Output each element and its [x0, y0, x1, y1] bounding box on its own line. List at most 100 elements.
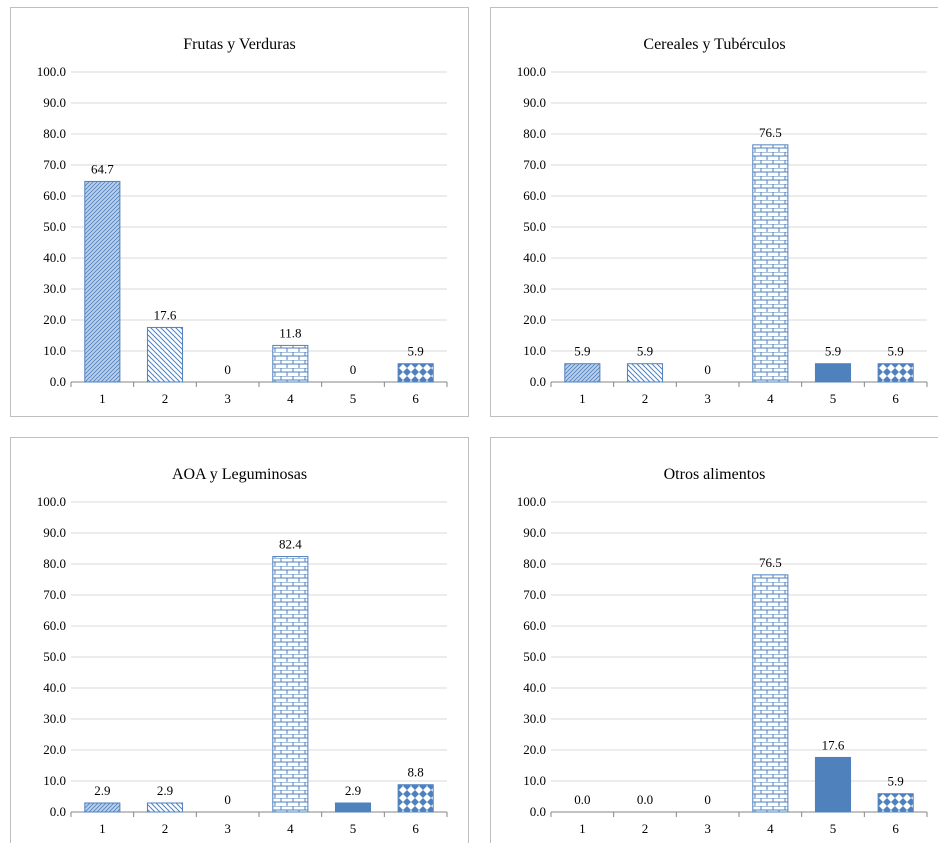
x-tick-label: 2	[162, 821, 169, 836]
y-tick-label: 30.0	[43, 711, 66, 726]
y-tick-label: 60.0	[43, 618, 66, 633]
chart-panel-otros: Otros alimentos 0.0 10.0 20.0 30.0 40.0 50.0 6…	[490, 437, 938, 843]
x-tick-label: 6	[412, 821, 419, 836]
data-label: 17.6	[822, 737, 845, 752]
chart-title: AOA y Leguminosas	[171, 466, 308, 483]
bar	[877, 363, 914, 383]
x-tick-label: 6	[892, 821, 899, 836]
y-tick-label: 50.0	[43, 649, 66, 664]
x-tick-label: 6	[892, 391, 899, 406]
chart-panel-aoa: AOA y Leguminosas 0.0 10.0 20.0 30.0 40.0 50.…	[10, 437, 469, 843]
data-label: 5.9	[408, 344, 424, 359]
y-tick-label: 100.0	[517, 64, 546, 79]
bar	[752, 574, 789, 813]
y-tick-label: 40.0	[523, 250, 546, 265]
x-tick-label: 4	[767, 391, 774, 406]
y-tick-label: 10.0	[523, 343, 546, 358]
data-label: 5.9	[637, 344, 653, 359]
x-tick-label: 5	[350, 821, 357, 836]
data-label: 17.6	[154, 307, 177, 322]
y-tick-label: 100.0	[37, 64, 66, 79]
y-tick-label: 40.0	[43, 250, 66, 265]
bar	[814, 756, 852, 813]
data-label: 0	[224, 792, 231, 807]
y-tick-label: 50.0	[43, 219, 66, 234]
data-label: 76.5	[759, 555, 782, 570]
data-label: 2.9	[94, 783, 110, 798]
x-tick-label: 5	[350, 391, 357, 406]
bar	[84, 180, 121, 383]
bar	[814, 363, 852, 383]
data-label: 0.0	[574, 792, 590, 807]
y-tick-label: 10.0	[523, 773, 546, 788]
chart-panel-cereales: Cereales y Tubérculos 0.0 10.0 20.0 30.0 40.…	[490, 7, 938, 417]
y-tick-label: 40.0	[43, 680, 66, 695]
data-label: 82.4	[279, 537, 302, 552]
bar	[877, 793, 914, 813]
data-label: 76.5	[759, 125, 782, 140]
data-label: 11.8	[279, 325, 301, 340]
chart-svg-otros: 0.010.020.030.040.050.060.070.080.090.01…	[517, 494, 928, 836]
data-label: 2.9	[157, 783, 173, 798]
y-tick-label: 90.0	[43, 95, 66, 110]
y-tick-label: 80.0	[523, 126, 546, 141]
y-tick-label: 60.0	[523, 188, 546, 203]
x-tick-label: 5	[830, 391, 837, 406]
x-tick-label: 3	[224, 391, 231, 406]
data-label: 5.9	[888, 774, 904, 789]
x-tick-label: 3	[224, 821, 231, 836]
bar	[752, 144, 789, 383]
x-tick-label: 5	[830, 821, 837, 836]
data-label: 5.9	[888, 344, 904, 359]
chart-svg-cereales: 0.0 10.0 20.0 30.0 40.0 50.0 60.0 70.0 80.0 90.0 1…	[517, 64, 928, 406]
x-tick-label: 1	[579, 821, 586, 836]
y-tick-label: 50.0	[523, 219, 546, 234]
y-tick-label: 30.0	[523, 711, 546, 726]
x-tick-label: 4	[287, 821, 294, 836]
chart-title: Otros alimentos	[663, 466, 766, 483]
chart-title: Cereales y Tubérculos	[643, 36, 786, 53]
y-tick-label: 20.0	[43, 742, 66, 757]
bar	[272, 556, 309, 813]
bar	[397, 363, 434, 383]
chart-title: Frutas y Verduras	[183, 36, 296, 53]
data-label: 2.9	[345, 783, 361, 798]
y-tick-label: 0.0	[530, 374, 546, 389]
y-tick-label: 90.0	[523, 525, 546, 540]
x-tick-label: 2	[642, 391, 649, 406]
bar	[146, 802, 184, 813]
y-tick-label: 100.0	[517, 494, 546, 509]
y-tick-label: 20.0	[523, 742, 546, 757]
data-label: 0	[704, 362, 711, 377]
data-label: 0	[224, 362, 231, 377]
data-label: 5.9	[825, 344, 841, 359]
x-tick-label: 2	[642, 821, 649, 836]
y-tick-label: 80.0	[43, 556, 66, 571]
x-tick-label: 1	[99, 391, 106, 406]
x-tick-label: 3	[704, 391, 711, 406]
y-tick-label: 70.0	[43, 587, 66, 602]
y-tick-label: 50.0	[523, 649, 546, 664]
bar	[564, 363, 601, 383]
data-label: 0	[350, 362, 357, 377]
x-tick-label: 1	[99, 821, 106, 836]
y-tick-label: 90.0	[43, 525, 66, 540]
y-tick-label: 70.0	[43, 157, 66, 172]
y-tick-label: 90.0	[523, 95, 546, 110]
x-tick-label: 1	[579, 391, 586, 406]
bar	[146, 326, 184, 383]
y-tick-label: 70.0	[523, 587, 546, 602]
bar	[272, 344, 309, 383]
x-tick-label: 3	[704, 821, 711, 836]
y-tick-label: 10.0	[43, 773, 66, 788]
y-tick-label: 30.0	[523, 281, 546, 296]
chart-svg-frutas: 0.0 10.0 20.0 30.0 40.0 50.0 60.0 70.0 80.0 90.0 1…	[37, 64, 448, 406]
y-tick-label: 10.0	[43, 343, 66, 358]
y-tick-label: 20.0	[523, 312, 546, 327]
y-tick-label: 80.0	[523, 556, 546, 571]
chart-panel-frutas: Frutas y Verduras 0.0 10.0 20.0 30.0 40.0 50.…	[10, 7, 469, 417]
data-label: 8.8	[408, 765, 424, 780]
data-label: 0.0	[637, 792, 653, 807]
data-label: 64.7	[91, 161, 114, 176]
y-tick-label: 0.0	[50, 804, 66, 819]
